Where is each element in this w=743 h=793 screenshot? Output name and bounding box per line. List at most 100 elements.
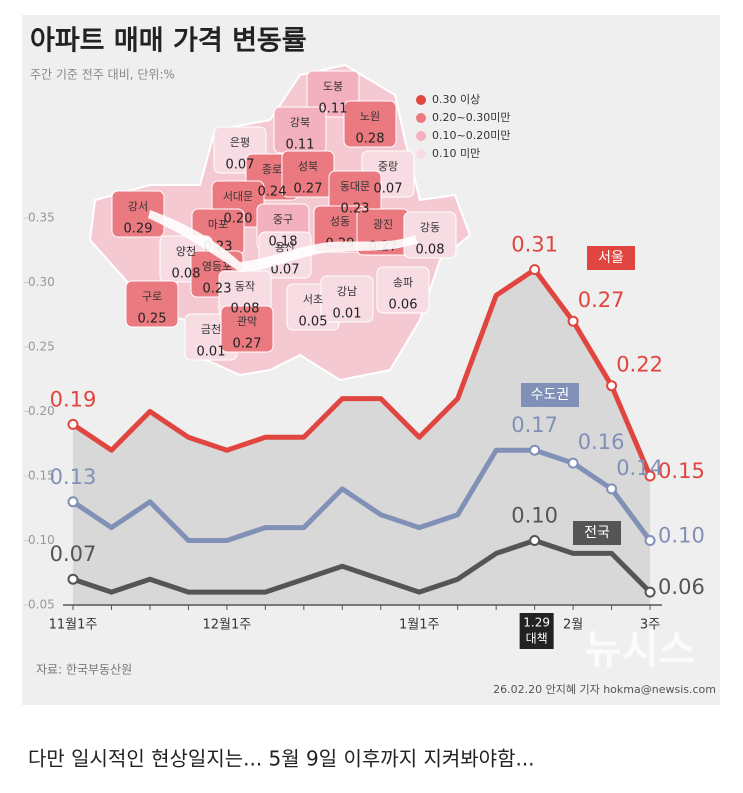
district-value: 0.07 bbox=[226, 158, 255, 173]
value-label: 0.06 bbox=[658, 575, 705, 599]
annotation: 대책 bbox=[526, 631, 548, 646]
series-line bbox=[71, 267, 653, 477]
district-value: 0.28 bbox=[356, 132, 385, 147]
district-value: 0.01 bbox=[197, 345, 226, 360]
legend-label: 전국 bbox=[584, 525, 610, 541]
y-tick-label: 0.05 bbox=[28, 598, 55, 612]
point bbox=[606, 483, 618, 495]
district-value: 0.20 bbox=[224, 212, 253, 227]
district-value: 0.07 bbox=[271, 263, 300, 278]
district-name: 관악 bbox=[237, 315, 257, 328]
source: 자료: 한국부동산원 bbox=[36, 663, 132, 677]
y-tick-label: 0.20 bbox=[28, 404, 55, 418]
map-legend: 0.30 이상 0.20~0.30미만 0.10~0.20미만 0.10 미만 bbox=[416, 93, 510, 160]
river bbox=[148, 210, 418, 272]
district-name: 도봉 bbox=[323, 80, 343, 93]
district-value: 0.08 bbox=[231, 302, 260, 317]
district-name: 은평 bbox=[230, 136, 250, 149]
value-label: 0.22 bbox=[616, 353, 663, 377]
district-name: 광진 bbox=[373, 218, 393, 231]
legend-label: 수도권 bbox=[531, 387, 570, 403]
series-box bbox=[587, 246, 635, 270]
district-value: 0.27 bbox=[294, 182, 323, 197]
district-name: 송파 bbox=[393, 276, 413, 289]
district-name: 금천 bbox=[201, 322, 221, 336]
legend-label: 0.30 이상 bbox=[432, 93, 480, 106]
district-value: 0.08 bbox=[416, 243, 445, 258]
caption: 다만 일시적인 현상일지는... 5월 9일 이후까지 지켜봐야함... bbox=[28, 747, 535, 771]
district-name: 서대문 bbox=[223, 190, 253, 203]
value-label: 0.10 bbox=[658, 524, 705, 548]
point bbox=[644, 535, 656, 546]
district-value: 0.29 bbox=[124, 222, 153, 237]
x-tick-label: 3주 bbox=[640, 618, 660, 633]
point bbox=[529, 444, 541, 456]
district-value: 0.18 bbox=[269, 235, 298, 250]
district-name: 동작 bbox=[235, 280, 255, 293]
series-box bbox=[521, 383, 579, 407]
district-name: 중구 bbox=[273, 213, 293, 226]
x-tick-label: 12월1주 bbox=[203, 618, 252, 633]
value-label: 0.31 bbox=[511, 233, 558, 257]
district-name: 종로 bbox=[262, 163, 282, 176]
y-tick-label: 0.25 bbox=[28, 340, 55, 354]
district-name: 서초 bbox=[303, 293, 323, 306]
point bbox=[67, 496, 79, 508]
series-box bbox=[573, 521, 621, 545]
district-name: 성북 bbox=[298, 160, 318, 173]
district-value: 0.23 bbox=[341, 202, 370, 217]
watermark: 뉴시스 bbox=[585, 627, 695, 673]
chart: 0.05 0.10 0.15 0.20 0.25 0.30 0.35 11월1주 12월1주 1월… bbox=[24, 211, 705, 649]
legend-label: 0.20~0.30미만 bbox=[432, 111, 510, 124]
point bbox=[67, 418, 79, 430]
district-name: 영등포 bbox=[202, 260, 232, 273]
legend-label: 0.10~0.20미만 bbox=[432, 129, 510, 142]
y-tick-label: 0.35 bbox=[28, 211, 55, 225]
district bbox=[320, 275, 374, 323]
legend-swatch bbox=[416, 95, 426, 105]
value-label: 0.10 bbox=[511, 504, 558, 528]
legend-swatch bbox=[416, 131, 426, 141]
district-value: 0.11 bbox=[319, 102, 348, 117]
legend-label: 0.10 미만 bbox=[432, 147, 480, 160]
value-label: 0.16 bbox=[578, 430, 625, 454]
point bbox=[606, 380, 618, 392]
district-value: 0.01 bbox=[333, 307, 362, 322]
x-tick-label: 2월 bbox=[563, 618, 583, 633]
legend-swatch bbox=[416, 113, 426, 123]
subtitle: 주간 기준 전주 대비, 단위:% bbox=[30, 68, 175, 82]
value-label: 0.15 bbox=[658, 459, 705, 483]
legend-swatch bbox=[416, 149, 426, 159]
district bbox=[125, 280, 179, 328]
district-name: 노원 bbox=[360, 110, 380, 123]
district-name: 강남 bbox=[337, 285, 357, 298]
district-name: 마포 bbox=[208, 218, 228, 231]
legend-label: 서울 bbox=[598, 250, 624, 266]
value-label: 0.07 bbox=[50, 542, 97, 566]
value-label: 0.27 bbox=[578, 288, 625, 312]
district-value: 0.24 bbox=[258, 185, 287, 200]
district-name: 성동 bbox=[330, 215, 350, 228]
district-value: 0.05 bbox=[299, 315, 328, 330]
district bbox=[111, 190, 165, 238]
series-line bbox=[72, 538, 652, 595]
district bbox=[376, 266, 430, 314]
x-tick-label: 11월1주 bbox=[49, 618, 98, 633]
district-value: 0.11 bbox=[286, 138, 315, 153]
district bbox=[343, 100, 397, 148]
district-name: 구로 bbox=[142, 290, 162, 303]
point bbox=[529, 535, 541, 546]
district-value: 0.25 bbox=[138, 312, 167, 327]
district-name: 동대문 bbox=[340, 180, 370, 193]
district-name: 강동 bbox=[420, 221, 440, 234]
district bbox=[403, 211, 457, 259]
series-line bbox=[71, 447, 653, 543]
annotation-box bbox=[519, 613, 554, 649]
y-tick-label: 0.15 bbox=[28, 469, 55, 483]
x-tick-label: 1월1주 bbox=[399, 618, 440, 633]
point bbox=[644, 470, 656, 482]
district-name: 강서 bbox=[128, 200, 148, 213]
value-label: 0.19 bbox=[50, 387, 97, 411]
value-label: 0.17 bbox=[511, 413, 558, 437]
value-label: 0.14 bbox=[616, 456, 663, 480]
